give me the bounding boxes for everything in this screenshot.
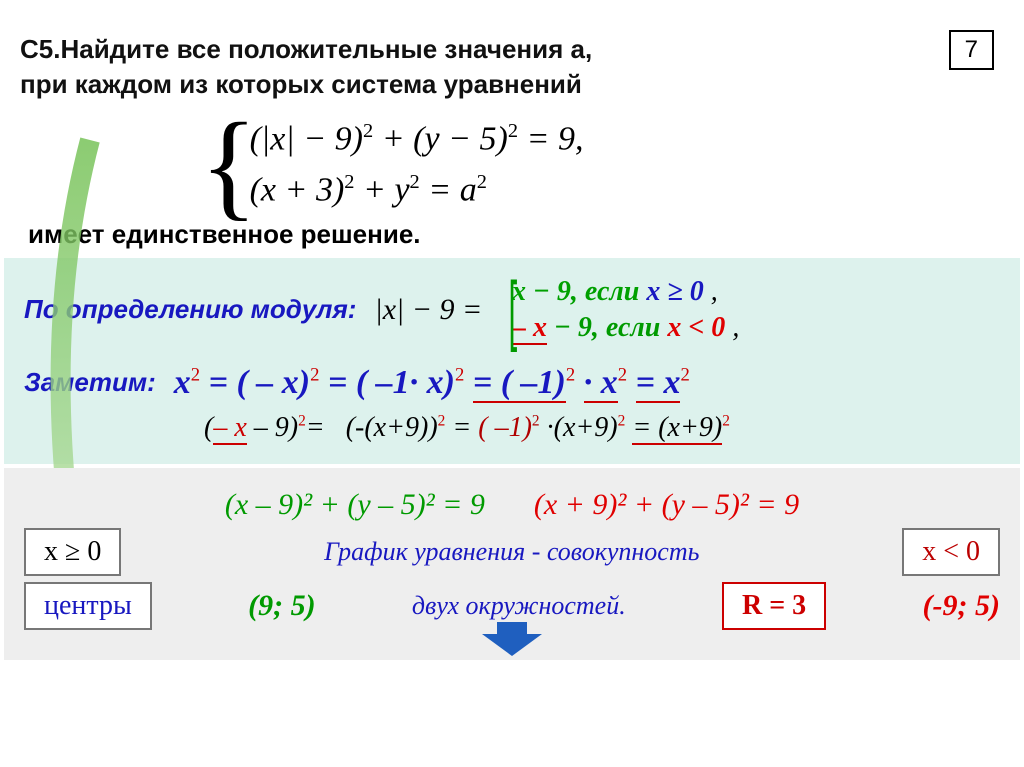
box-x-lt-0: x < 0 [902,528,1000,576]
header-line-1: С5.Найдите все положительные значения а, [20,32,1004,67]
page-number: 7 [949,30,994,70]
case-x-nonneg: x − 9, если x ≥ 0 , [512,276,739,308]
case2-cond: x < 0 [667,312,725,343]
eq2-rhs: = a [420,171,477,208]
modulus-label: По определению модуля: [24,294,356,325]
case-x-neg: – x − 9, если x < 0 , [512,312,739,344]
modulus-explanation-panel: По определению модуля: |x| − 9 = [ x − 9… [4,258,1020,464]
circles-panel: (x – 9)² + (y – 5)² = 9 (x + 9)² + (y – … [4,468,1020,660]
caption-line-1: График уравнения - совокупность [133,537,890,567]
center-left: (9; 5) [248,589,315,623]
case1-expr: x − 9, если [512,276,646,307]
eq1-part-b: + (y − 5) [373,121,508,158]
case1-cond: x ≥ 0 [646,276,703,307]
eq2-part-a: (x + 3) [250,171,345,208]
circle-eq-right: (x + 9)² + (y – 5)² = 9 [534,488,799,521]
box-x-ge-0: x ≥ 0 [24,528,121,576]
equation-2: (x + 3)2 + y2 = a2 [250,171,584,209]
modulus-cases: [ x − 9, если x ≥ 0 , – x − 9, если x < … [502,274,739,346]
sq-b: = ( – x) [209,364,311,401]
equation-1: (|x| − 9)2 + (y − 5)2 = 9, [250,120,584,158]
sq-a: x [174,364,191,401]
header-line-2: при каждом из которых система уравнений [20,67,1004,102]
problem-statement: С5.Найдите все положительные значения а,… [0,0,1024,106]
exp-xp9: ·(x+9) [547,412,618,443]
exp-lp: ( [204,412,213,443]
exp-negx: – x [213,412,246,445]
equation-system: { (|x| − 9)2 + (y − 5)2 = 9, (x + 3)2 + … [200,114,1024,215]
condition-boxes-row: x ≥ 0 График уравнения - совокупность x … [24,528,1000,576]
circle-eq-left: (x – 9)² + (y – 5)² = 9 [225,488,485,521]
sq-c: = ( –1· x) [328,364,455,401]
sq-e: · x [584,364,618,403]
has-unique-solution: имеет единственное решение. [0,219,1024,258]
exp-group: (-(x+9)) [346,412,438,443]
eq1-rhs: = 9, [518,121,583,158]
arrow-down-icon [482,622,542,656]
eq1-part-a: (|x| − 9) [250,121,363,158]
expansion-row: (– x – 9)2= (-(x+9))2 = ( –1)2 ·(x+9)2 =… [204,412,1000,444]
modulus-expression: |x| − 9 = [374,293,482,327]
eq2-part-b: + y [355,171,410,208]
caption-line-2: двух окружностей. [412,591,626,621]
case2-comma: , [732,312,739,343]
radius-box: R = 3 [722,582,826,630]
exp-eq: = [452,412,471,443]
note-row: Заметим: x2 = ( – x)2 = ( –1· x)2 = ( –1… [24,364,1000,402]
sq-d: = ( –1) [473,364,566,403]
sq-f: = x [636,364,681,403]
case2-minus9: − 9, если [554,312,667,343]
exp-m9: – 9) [247,412,298,443]
exp-rhs: = (x+9) [632,412,722,445]
centers-label-box: центры [24,582,152,630]
note-label: Заметим: [24,367,156,398]
square-identity: x2 = ( – x)2 = ( –1· x)2 = ( –1)2 · x2 =… [174,364,690,402]
center-right: (-9; 5) [922,589,999,623]
circle-equations-row: (x – 9)² + (y – 5)² = 9 (x + 9)² + (y – … [24,488,1000,522]
case1-comma: , [711,276,718,307]
expansion-expr: (– x – 9)2= (-(x+9))2 = ( –1)2 ·(x+9)2 =… [204,412,730,444]
modulus-definition-row: По определению модуля: |x| − 9 = [ x − 9… [24,274,1000,346]
graph-caption: График уравнения - совокупность [133,537,890,567]
exp-neg1: ( –1) [478,412,532,443]
square-bracket-icon: [ [509,286,518,333]
